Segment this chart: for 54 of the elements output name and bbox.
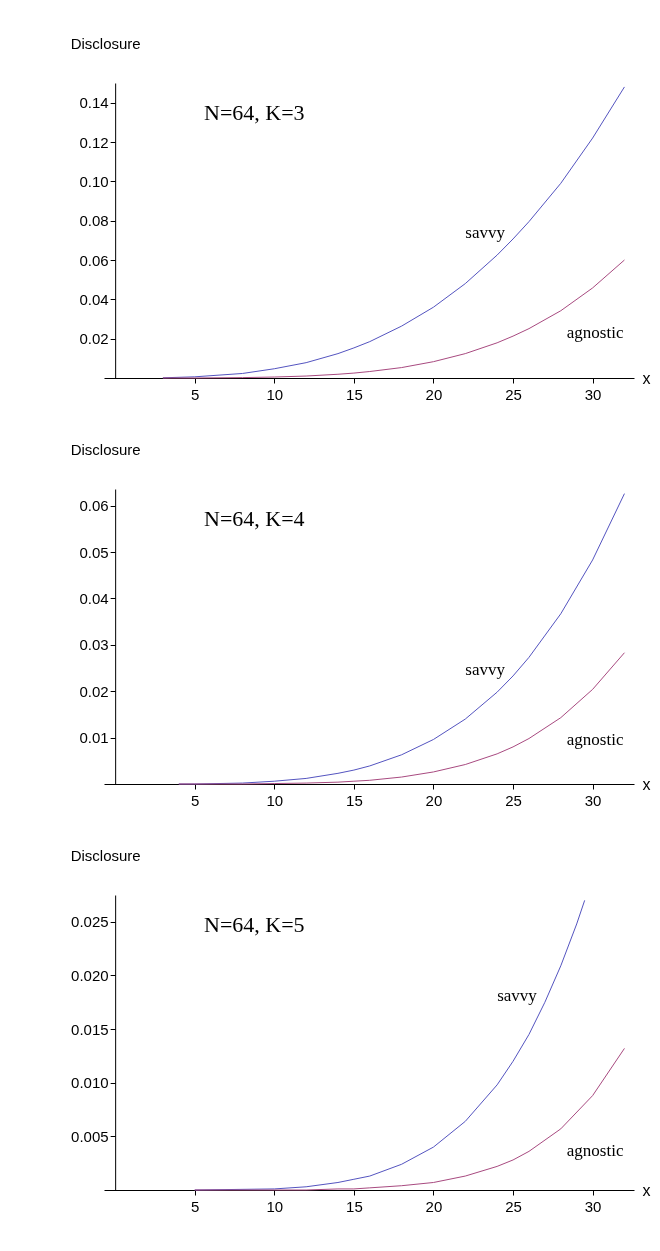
x-tick-label: 25	[505, 385, 522, 403]
line-series	[162, 259, 625, 379]
x-axis-title: x	[642, 369, 651, 387]
x-tick-label: 30	[584, 385, 602, 403]
y-tick-label: 0.04	[79, 290, 109, 308]
y-axis-title: Disclosure	[70, 440, 141, 458]
y-tick-label: 0.02	[79, 682, 109, 700]
x-tick-label: 5	[191, 1197, 200, 1215]
series-label: savvy	[497, 986, 538, 1006]
x-tick-label: 10	[266, 791, 284, 809]
x-tick-label: 15	[346, 385, 363, 403]
y-axis-title: Disclosure	[70, 846, 141, 864]
x-tick-label: 30	[584, 1197, 602, 1215]
series-label: savvy	[465, 659, 506, 679]
annotation: N=64, K=5	[204, 912, 305, 937]
y-tick-label: 0.02	[79, 330, 109, 348]
y-tick-label: 0.010	[71, 1074, 109, 1092]
x-tick-label: 25	[505, 1197, 522, 1215]
y-tick-label: 0.10	[79, 172, 109, 190]
x-tick-label: 25	[505, 791, 522, 809]
x-tick-label: 5	[191, 791, 200, 809]
x-tick-label: 30	[584, 791, 602, 809]
x-tick-label: 20	[425, 791, 443, 809]
x-tick-label: 15	[346, 791, 363, 809]
x-axis-title: x	[642, 775, 651, 793]
y-axis-title: Disclosure	[70, 34, 141, 52]
y-tick-label: 0.06	[79, 497, 109, 515]
x-tick-label: 20	[425, 1197, 443, 1215]
y-tick-label: 0.04	[79, 589, 109, 607]
annotation: N=64, K=4	[204, 506, 305, 531]
y-tick-label: 0.01	[79, 729, 109, 747]
y-tick-label: 0.05	[79, 543, 109, 561]
x-tick-label: 10	[266, 1197, 284, 1215]
y-tick-label: 0.08	[79, 212, 109, 230]
y-tick-label: 0.14	[79, 94, 109, 112]
y-tick-label: 0.020	[71, 966, 109, 984]
line-series	[194, 1047, 625, 1191]
annotation: N=64, K=3	[204, 100, 305, 125]
series-label: agnostic	[566, 322, 624, 342]
series-label: agnostic	[566, 729, 624, 749]
y-tick-label: 0.12	[79, 133, 109, 151]
y-tick-label: 0.03	[79, 636, 109, 654]
y-tick-label: 0.06	[79, 251, 109, 269]
y-tick-label: 0.005	[71, 1127, 109, 1145]
y-tick-label: 0.025	[71, 913, 109, 931]
series-label: agnostic	[566, 1140, 624, 1160]
y-tick-label: 0.015	[71, 1020, 109, 1038]
series-label: savvy	[465, 222, 506, 242]
x-axis-title: x	[642, 1181, 651, 1199]
x-tick-label: 15	[346, 1197, 363, 1215]
x-tick-label: 10	[266, 385, 284, 403]
line-series	[178, 652, 625, 785]
x-tick-label: 20	[425, 385, 443, 403]
x-tick-label: 5	[191, 385, 200, 403]
